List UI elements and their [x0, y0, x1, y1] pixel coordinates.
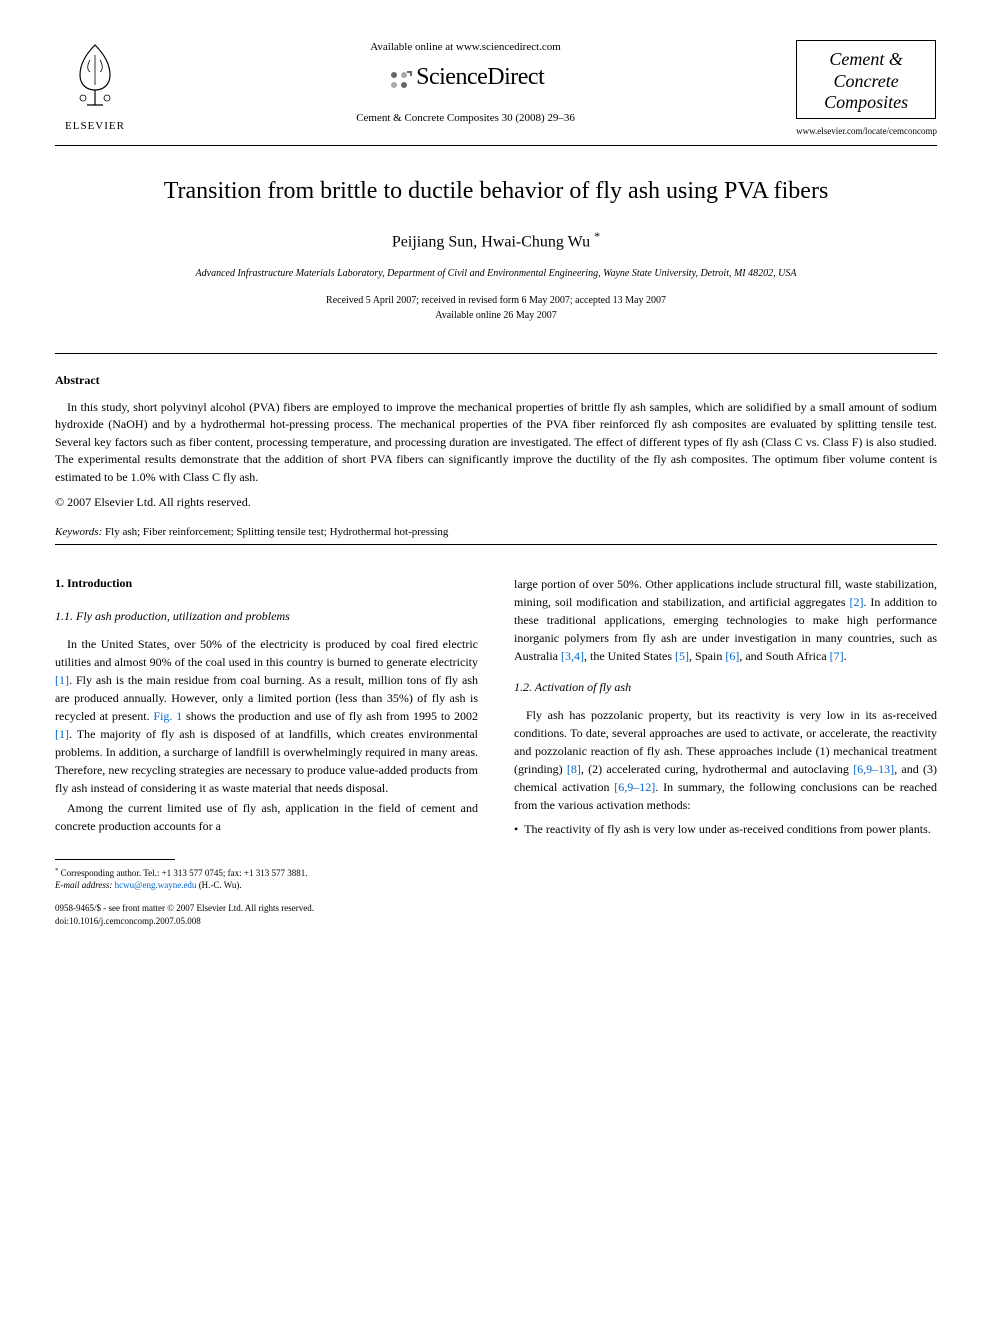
- elsevier-tree-icon: [65, 40, 125, 110]
- abstract-top-divider: [55, 353, 937, 354]
- left-column: 1. Introduction 1.1. Fly ash production,…: [55, 575, 478, 927]
- bullet-dot-icon: •: [514, 820, 518, 838]
- section-1-heading: 1. Introduction: [55, 575, 478, 592]
- footnote-block: * Corresponding author. Tel.: +1 313 577…: [55, 866, 478, 892]
- keywords-text: Fly ash; Fiber reinforcement; Splitting …: [102, 526, 448, 538]
- p1-text-d: . The majority of fly ash is disposed of…: [55, 727, 478, 795]
- dates-block: Received 5 April 2007; received in revis…: [55, 293, 937, 323]
- footnote-marker: *: [55, 867, 58, 874]
- p1-text-a: In the United States, over 50% of the el…: [55, 637, 478, 669]
- p3-text-f: .: [844, 649, 847, 663]
- paragraph-1: In the United States, over 50% of the el…: [55, 635, 478, 797]
- ref-link-7[interactable]: [7]: [830, 649, 844, 663]
- footnote-corr-text: Corresponding author. Tel.: +1 313 577 0…: [61, 868, 308, 878]
- author-names: Peijiang Sun, Hwai-Chung Wu: [392, 233, 594, 250]
- footnote-email-name: (H.-C. Wu).: [199, 880, 242, 890]
- keywords: Keywords: Fly ash; Fiber reinforcement; …: [55, 525, 937, 540]
- header-row: ELSEVIER Available online at www.science…: [55, 40, 937, 137]
- journal-box-line1: Cement &: [811, 49, 921, 71]
- ref-link-1[interactable]: [1]: [55, 673, 69, 687]
- p4-text-b: , (2) accelerated curing, hydrothermal a…: [581, 762, 853, 776]
- sciencedirect-text: ScienceDirect: [416, 64, 544, 90]
- ref-link-1b[interactable]: [1]: [55, 727, 69, 741]
- right-column: large portion of over 50%. Other applica…: [514, 575, 937, 927]
- elsevier-text: ELSEVIER: [55, 119, 135, 134]
- footnote-email-line: E-mail address: hcwu@eng.wayne.edu (H.-C…: [55, 879, 478, 892]
- keywords-label: Keywords:: [55, 526, 102, 538]
- p3-text-c: , the United States: [584, 649, 675, 663]
- dates-received: Received 5 April 2007; received in revis…: [55, 293, 937, 308]
- footnote-divider: [55, 859, 175, 860]
- sciencedirect-brand: ScienceDirect: [155, 61, 776, 95]
- paragraph-2: Among the current limited use of fly ash…: [55, 799, 478, 835]
- bullet-1: • The reactivity of fly ash is very low …: [514, 820, 937, 838]
- p3-text-d: , Spain: [689, 649, 725, 663]
- ref-link-5[interactable]: [5]: [675, 649, 689, 663]
- journal-box: Cement & Concrete Composites: [796, 40, 936, 119]
- footnote-email[interactable]: hcwu@eng.wayne.edu: [115, 880, 197, 890]
- paper-title: Transition from brittle to ductile behav…: [55, 176, 937, 207]
- footnote-corresponding: * Corresponding author. Tel.: +1 313 577…: [55, 866, 478, 880]
- paragraph-3: large portion of over 50%. Other applica…: [514, 575, 937, 665]
- journal-box-line3: Composites: [811, 92, 921, 114]
- section-1-1-heading: 1.1. Fly ash production, utilization and…: [55, 608, 478, 625]
- corresponding-marker: *: [594, 229, 600, 243]
- body-columns: 1. Introduction 1.1. Fly ash production,…: [55, 575, 937, 927]
- journal-url[interactable]: www.elsevier.com/locate/cemconcomp: [796, 125, 937, 138]
- journal-reference: Cement & Concrete Composites 30 (2008) 2…: [155, 111, 776, 126]
- ref-link-34[interactable]: [3,4]: [561, 649, 584, 663]
- ref-link-6913[interactable]: [6,9–13]: [853, 762, 894, 776]
- abstract-text: In this study, short polyvinyl alcohol (…: [55, 399, 937, 486]
- doi-line: doi:10.1016/j.cemconcomp.2007.05.008: [55, 915, 478, 928]
- journal-box-line2: Concrete: [811, 71, 921, 93]
- abstract-bottom-divider: [55, 544, 937, 545]
- fig-link-1[interactable]: Fig. 1: [153, 709, 182, 723]
- issn-line: 0958-9465/$ - see front matter © 2007 El…: [55, 902, 478, 915]
- elsevier-logo: ELSEVIER: [55, 40, 135, 135]
- abstract-copyright: © 2007 Elsevier Ltd. All rights reserved…: [55, 494, 937, 511]
- affiliation: Advanced Infrastructure Materials Labora…: [55, 267, 937, 281]
- paragraph-4: Fly ash has pozzolanic property, but its…: [514, 706, 937, 814]
- doi-block: 0958-9465/$ - see front matter © 2007 El…: [55, 902, 478, 927]
- available-online-text: Available online at www.sciencedirect.co…: [155, 40, 776, 55]
- dates-online: Available online 26 May 2007: [55, 308, 937, 323]
- abstract-heading: Abstract: [55, 372, 937, 389]
- ref-link-6912[interactable]: [6,9–12]: [614, 780, 655, 794]
- sciencedirect-icon: [387, 68, 413, 94]
- journal-box-wrapper: Cement & Concrete Composites www.elsevie…: [796, 40, 937, 137]
- p1-text-c: shows the production and use of fly ash …: [182, 709, 478, 723]
- section-1-2-heading: 1.2. Activation of fly ash: [514, 679, 937, 696]
- ref-link-6[interactable]: [6]: [725, 649, 739, 663]
- ref-link-8[interactable]: [8]: [567, 762, 581, 776]
- p3-text-e: , and South Africa: [739, 649, 829, 663]
- footnote-email-label: E-mail address:: [55, 880, 112, 890]
- authors: Peijiang Sun, Hwai-Chung Wu *: [55, 228, 937, 254]
- bullet-1-text: The reactivity of fly ash is very low un…: [524, 820, 931, 838]
- ref-link-2[interactable]: [2]: [849, 595, 863, 609]
- center-header: Available online at www.sciencedirect.co…: [135, 40, 796, 126]
- header-divider: [55, 145, 937, 146]
